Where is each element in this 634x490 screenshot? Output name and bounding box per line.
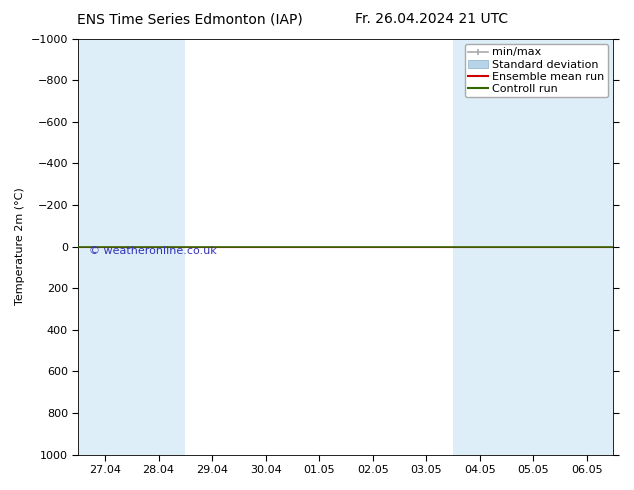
Text: ENS Time Series Edmonton (IAP): ENS Time Series Edmonton (IAP)	[77, 12, 303, 26]
Bar	[79, 39, 132, 455]
Legend: min/max, Standard deviation, Ensemble mean run, Controll run: min/max, Standard deviation, Ensemble me…	[465, 44, 608, 98]
Bar	[507, 39, 560, 455]
Y-axis label: Temperature 2m (°C): Temperature 2m (°C)	[15, 188, 25, 305]
Bar	[132, 39, 185, 455]
Text: © weatheronline.co.uk: © weatheronline.co.uk	[89, 246, 217, 256]
Bar	[560, 39, 614, 455]
Text: Fr. 26.04.2024 21 UTC: Fr. 26.04.2024 21 UTC	[354, 12, 508, 26]
Bar	[453, 39, 507, 455]
